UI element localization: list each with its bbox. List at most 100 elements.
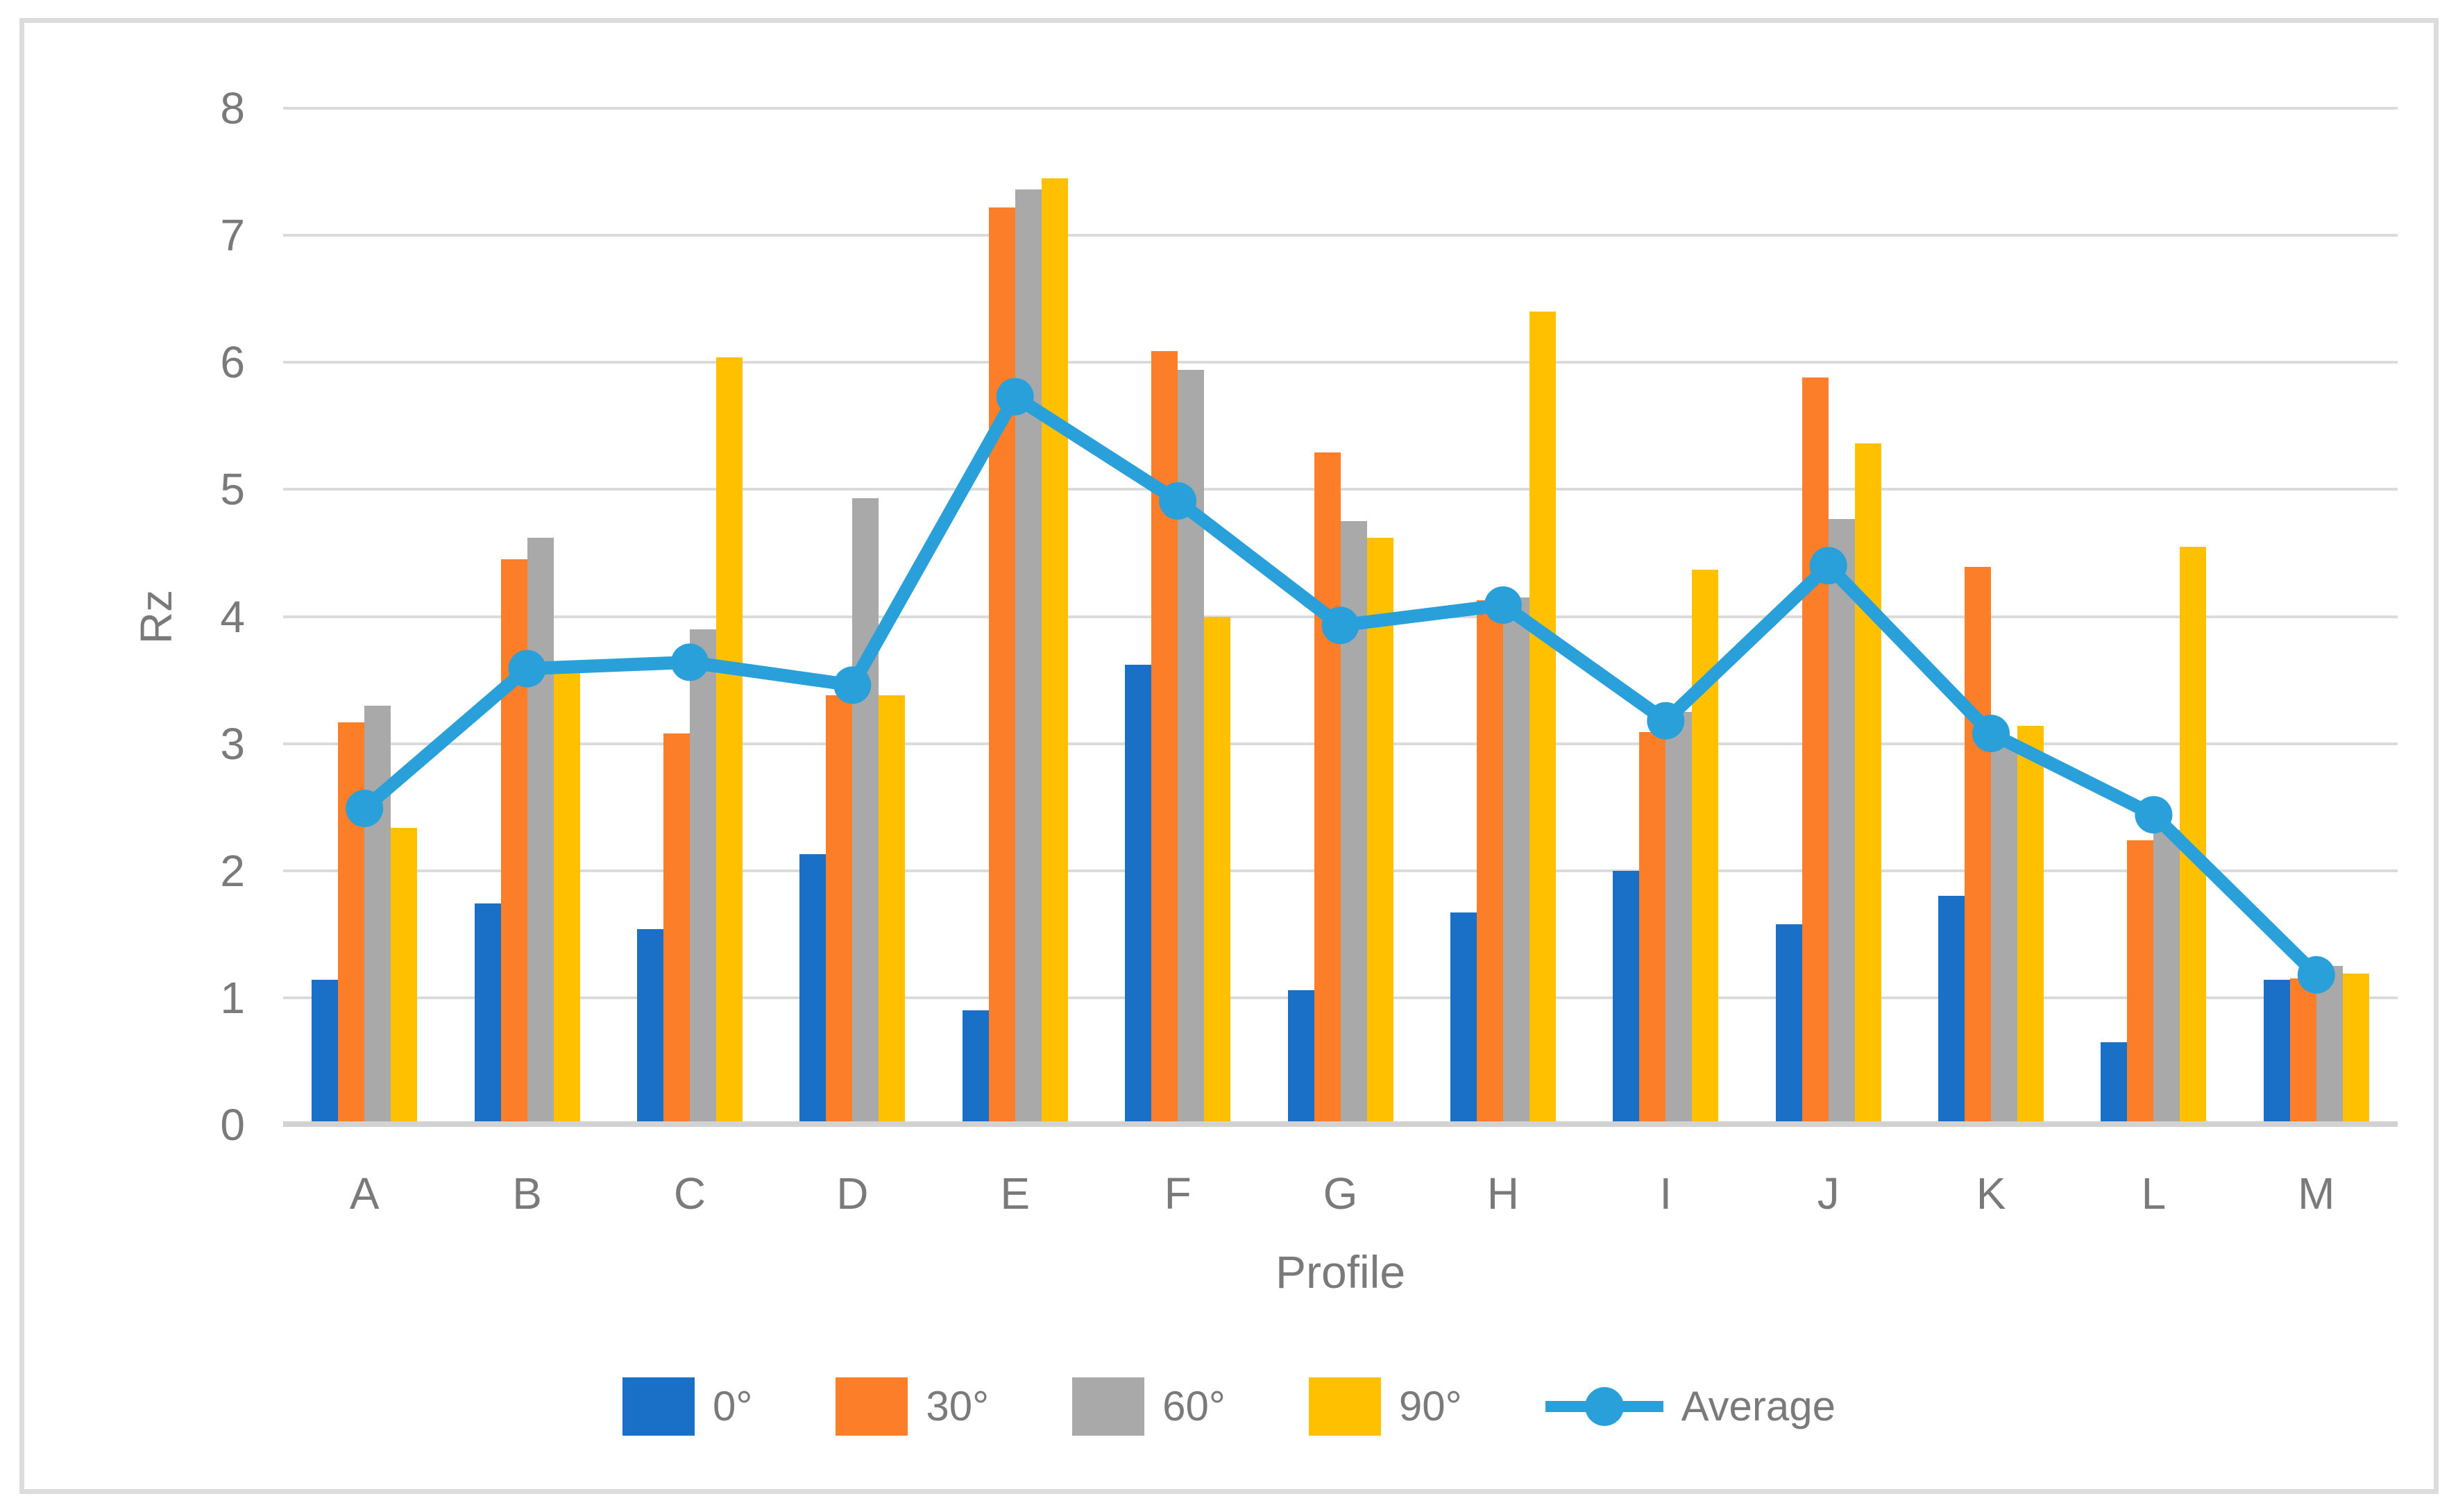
- bar-D-90°: [879, 695, 906, 1125]
- x-tick-label-B: B: [512, 1169, 542, 1218]
- bar-group-F: [1096, 108, 1259, 1125]
- legend-label: 30°: [926, 1383, 990, 1429]
- bar-J-30°: [1802, 377, 1829, 1125]
- bar-K-30°: [1965, 567, 1992, 1125]
- average-marker-D: [833, 666, 872, 704]
- bar-A-90°: [391, 827, 418, 1125]
- y-tick-label-3: 3: [220, 718, 245, 769]
- y-tick-label-8: 8: [220, 83, 245, 133]
- legend-item-Average: Average: [1545, 1377, 1836, 1436]
- legend-line-marker-icon: [1545, 1377, 1663, 1436]
- x-tick-label-F: F: [1164, 1169, 1192, 1218]
- bar-E-30°: [988, 207, 1015, 1125]
- y-tick-label-4: 4: [220, 591, 245, 642]
- bar-I-90°: [1692, 569, 1719, 1125]
- bar-L-0°: [2101, 1042, 2128, 1125]
- bar-group-A: [283, 108, 446, 1125]
- legend-item-90deg: 90°: [1308, 1377, 1462, 1436]
- bar-L-30°: [2127, 840, 2154, 1125]
- average-marker-K: [1972, 715, 2010, 752]
- bar-C-90°: [715, 357, 743, 1125]
- bar-group-L: [2072, 108, 2235, 1125]
- average-marker-A: [346, 790, 384, 827]
- y-tick-label-6: 6: [220, 337, 245, 388]
- y-tick-label-5: 5: [220, 464, 245, 515]
- bar-C-0°: [636, 929, 663, 1125]
- legend-label: 60°: [1162, 1383, 1226, 1429]
- bar-M-90°: [2342, 974, 2369, 1125]
- bar-J-0°: [1775, 924, 1802, 1125]
- legend-item-0deg: 0°: [622, 1377, 752, 1436]
- chart-legend: 0° 30° 60° 90° Average: [24, 1377, 2434, 1436]
- average-marker-G: [1321, 606, 1359, 645]
- bar-group-D: [771, 108, 933, 1125]
- average-marker-L: [2135, 796, 2173, 834]
- x-tick-label-L: L: [2141, 1169, 2167, 1218]
- bar-K-0°: [1938, 896, 1965, 1125]
- average-marker-F: [1159, 482, 1197, 520]
- bar-J-60°: [1828, 518, 1855, 1125]
- plot-area: [283, 107, 2398, 1127]
- x-tick-label-J: J: [1817, 1169, 1840, 1218]
- bar-M-0°: [2263, 980, 2290, 1125]
- x-tick-label-H: H: [1486, 1169, 1519, 1218]
- bar-A-60°: [364, 705, 391, 1125]
- legend-line-dot: [1584, 1387, 1624, 1426]
- average-marker-B: [508, 649, 546, 688]
- bar-H-0°: [1450, 912, 1477, 1125]
- bar-E-90°: [1041, 178, 1068, 1125]
- bar-group-J: [1747, 108, 1910, 1125]
- bar-F-90°: [1204, 616, 1231, 1125]
- average-marker-C: [671, 643, 709, 681]
- bar-group-H: [1422, 108, 1584, 1125]
- bar-L-60°: [2153, 830, 2180, 1125]
- y-tick-label-1: 1: [220, 972, 245, 1023]
- bar-H-30°: [1476, 600, 1503, 1125]
- bar-A-30°: [338, 722, 365, 1125]
- bar-I-30°: [1639, 732, 1666, 1125]
- bar-E-0°: [962, 1010, 989, 1125]
- x-tick-label-C: C: [673, 1169, 706, 1218]
- bar-L-90°: [2180, 546, 2207, 1125]
- average-marker-M: [2297, 955, 2335, 994]
- legend-label: Average: [1681, 1383, 1836, 1429]
- x-tick-label-E: E: [1000, 1169, 1031, 1218]
- bar-H-60°: [1502, 597, 1529, 1125]
- bar-H-90°: [1529, 312, 1556, 1125]
- x-axis-line: [283, 1121, 2398, 1127]
- y-tick-label-7: 7: [220, 210, 245, 261]
- x-tick-label-M: M: [2298, 1169, 2335, 1218]
- bar-C-60°: [689, 629, 716, 1125]
- bar-D-0°: [799, 853, 827, 1125]
- bar-C-30°: [663, 733, 690, 1125]
- average-marker-E: [996, 377, 1034, 416]
- average-marker-H: [1484, 586, 1522, 624]
- legend-swatch-icon: [1072, 1377, 1145, 1436]
- bar-group-K: [1910, 108, 2072, 1125]
- bar-F-0°: [1125, 665, 1152, 1125]
- legend-swatch-icon: [836, 1377, 908, 1436]
- x-tick-label-D: D: [836, 1169, 869, 1218]
- bar-group-M: [2235, 108, 2398, 1125]
- legend-label: 90°: [1398, 1383, 1462, 1429]
- bar-G-0°: [1287, 989, 1314, 1125]
- legend-label: 0°: [713, 1383, 753, 1429]
- x-tick-label-K: K: [1976, 1169, 2006, 1218]
- x-tick-label-I: I: [1659, 1169, 1672, 1218]
- gridline-y-7: [283, 234, 2398, 237]
- bar-groups: [283, 108, 2398, 1125]
- bar-D-60°: [852, 498, 879, 1125]
- bar-I-60°: [1665, 711, 1693, 1125]
- bar-I-0°: [1613, 870, 1640, 1125]
- y-tick-label-2: 2: [220, 845, 245, 896]
- bar-A-0°: [312, 980, 339, 1125]
- bar-B-60°: [527, 537, 554, 1125]
- gridline-y-6: [283, 361, 2398, 364]
- bar-K-90°: [2017, 726, 2044, 1125]
- y-tick-label-0: 0: [220, 1100, 245, 1150]
- legend-item-60deg: 60°: [1072, 1377, 1226, 1436]
- x-tick-label-A: A: [349, 1169, 380, 1218]
- x-axis-title: Profile: [1275, 1246, 1406, 1298]
